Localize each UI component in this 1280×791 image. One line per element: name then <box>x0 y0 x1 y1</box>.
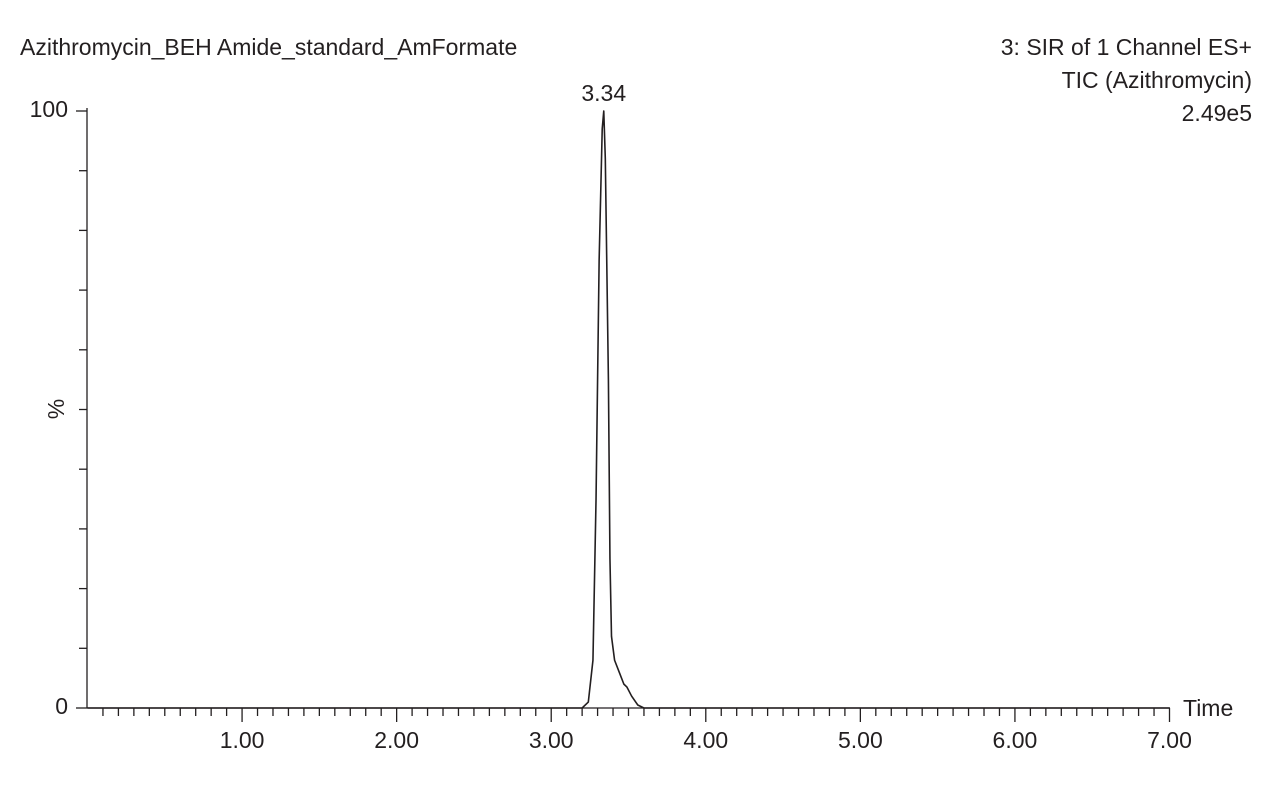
x-tick-label: 5.00 <box>838 727 883 753</box>
y-tick-label: 100 <box>30 96 68 122</box>
peak-label: 3.34 <box>581 80 626 106</box>
x-tick-label: 7.00 <box>1147 727 1192 753</box>
chromatogram-line <box>87 110 1170 709</box>
chart-title: Azithromycin_BEH Amide_standard_AmFormat… <box>20 34 517 60</box>
x-tick-label: 3.00 <box>529 727 574 753</box>
x-tick-label: 6.00 <box>993 727 1038 753</box>
x-tick-label: 1.00 <box>220 727 265 753</box>
x-tick-label: 2.00 <box>374 727 419 753</box>
subtitle: 3: SIR of 1 Channel ES+ <box>1001 34 1252 60</box>
x-tick-label: 4.00 <box>683 727 728 753</box>
x-axis-label: Time <box>1183 695 1233 721</box>
subtitle: TIC (Azithromycin) <box>1062 67 1252 93</box>
y-tick-label: 0 <box>55 693 68 719</box>
subtitle: 2.49e5 <box>1182 100 1252 126</box>
y-axis-label: % <box>43 399 69 419</box>
